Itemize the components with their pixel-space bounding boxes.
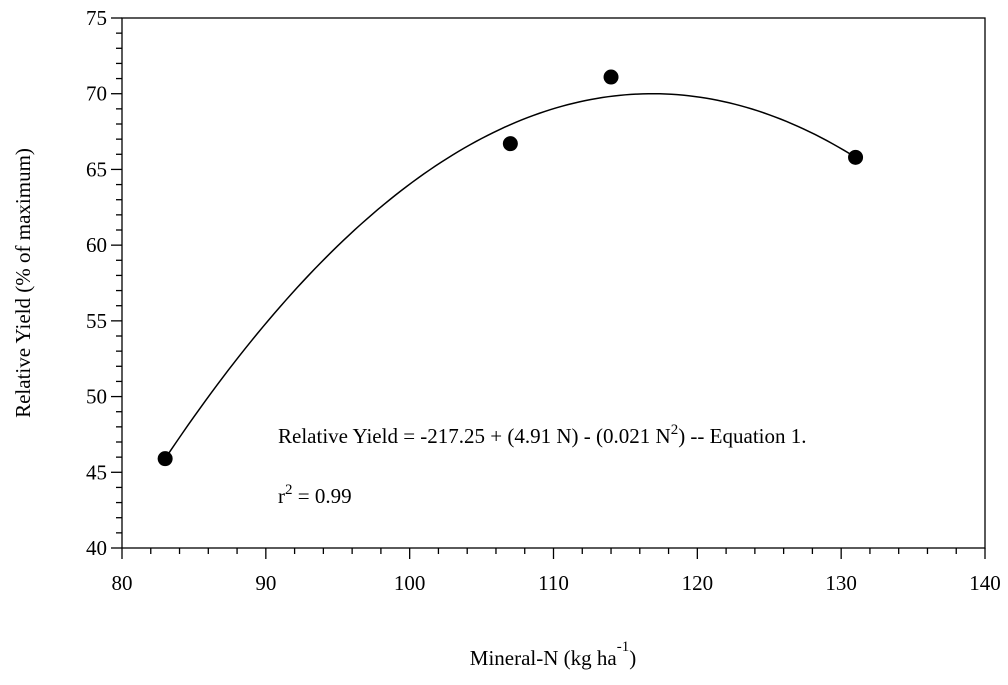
y-tick-label: 50: [86, 385, 107, 409]
y-tick-label: 55: [86, 309, 107, 333]
tick-labels: 80 90 100 110 120 130 140 40 45 50 55 60 65 70 75: [86, 6, 1001, 595]
x-tick-label: 90: [255, 571, 276, 595]
data-point: [848, 149, 864, 165]
data-point: [157, 451, 173, 467]
plot-frame: [121, 17, 986, 549]
data-point: [603, 69, 619, 85]
data-points: [157, 69, 864, 467]
fit-curve: [164, 92, 856, 460]
y-tick-label: 70: [86, 82, 107, 106]
x-axis-label: Mineral-N (kg ha-1): [470, 639, 636, 670]
y-axis-label: Relative Yield (% of maximum): [11, 148, 35, 418]
y-tick-label: 45: [86, 460, 107, 484]
r2-suffix: = 0.99: [293, 484, 352, 508]
x-tick-label: 80: [112, 571, 133, 595]
x-tick-label: 140: [969, 571, 1001, 595]
axis-ticks: [111, 17, 986, 559]
data-point: [502, 136, 518, 152]
x-axis-label-tail: ): [629, 646, 636, 670]
y-tick-label: 75: [86, 6, 107, 30]
x-axis-label-main: Mineral-N (kg ha: [470, 646, 618, 670]
x-tick-label: 130: [825, 571, 857, 595]
equation-suffix: ) -- Equation 1.: [678, 424, 806, 448]
x-axis-label-superscript: -1: [617, 639, 630, 655]
x-tick-label: 120: [682, 571, 714, 595]
equation-annotation: Relative Yield = -217.25 + (4.91 N) - (0…: [278, 422, 806, 448]
y-tick-label: 60: [86, 233, 107, 257]
y-tick-label: 65: [86, 157, 107, 181]
x-tick-label: 110: [538, 571, 569, 595]
y-tick-label: 40: [86, 536, 107, 560]
r2-superscript: 2: [285, 482, 293, 498]
x-tick-label: 100: [394, 571, 426, 595]
r-squared-annotation: r2 = 0.99: [278, 482, 352, 508]
equation-prefix: Relative Yield = -217.25 + (4.91 N) - (0…: [278, 424, 671, 448]
equation-superscript: 2: [671, 422, 679, 438]
r2-prefix: r: [278, 484, 285, 508]
